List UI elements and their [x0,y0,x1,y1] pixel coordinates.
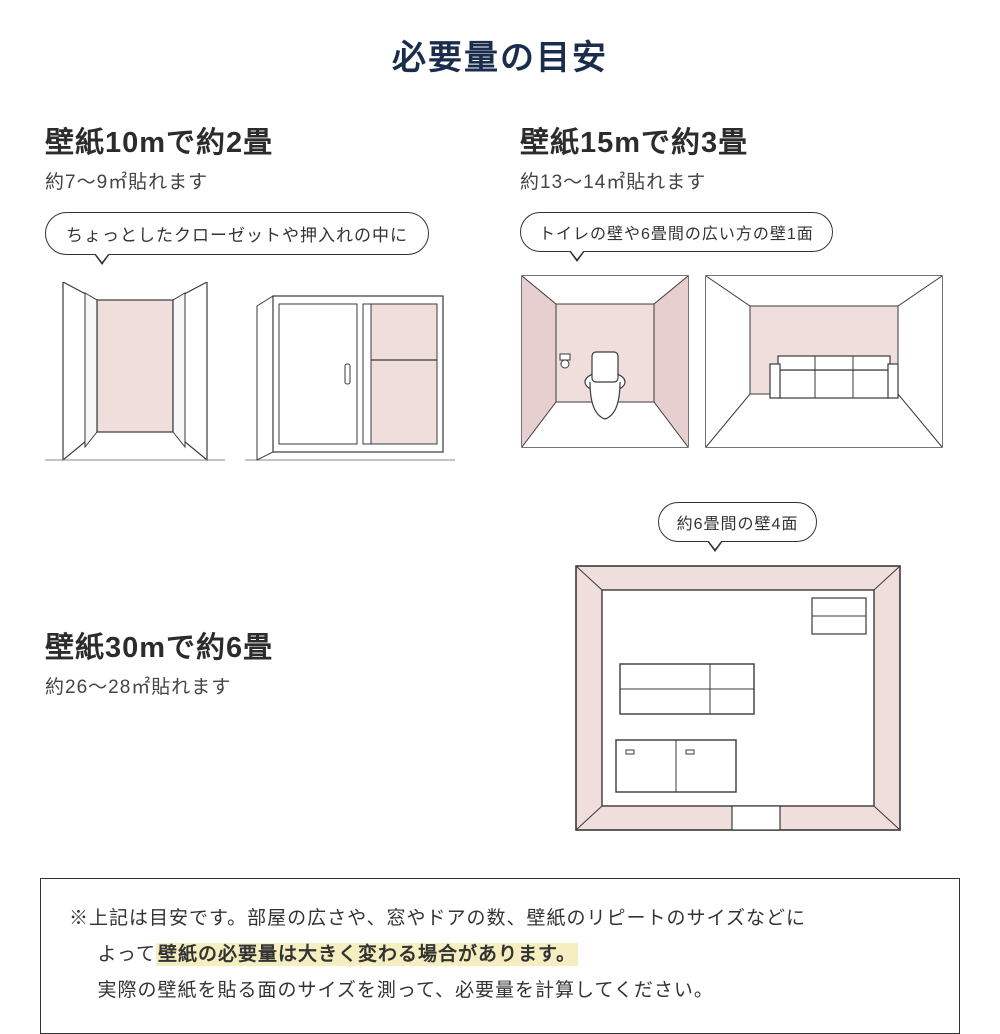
note-line-1: ※上記は目安です。部屋の広さや、窓やドアの数、壁紙のリピートのサイズなどに [69,901,931,937]
room-plan-icon [568,558,908,838]
card-heading: 壁紙30mで約6畳 [45,624,480,666]
card-sub: 約7～9㎡貼れます [45,167,480,194]
closet-sliding-icon [245,282,455,467]
speech-bubble: トイレの壁や6畳間の広い方の壁1面 [520,212,833,252]
card-sub: 約13～14㎡貼れます [520,167,955,194]
card-heading: 壁紙10mで約2畳 [45,119,480,161]
note-line-2: よって壁紙の必要量は大きく変わる場合があります。 [69,937,931,973]
note-box: ※上記は目安です。部屋の広さや、窓やドアの数、壁紙のリピートのサイズなどに よっ… [40,878,960,1034]
note-highlight: 壁紙の必要量は大きく変わる場合があります。 [156,943,578,966]
living-room-icon [704,274,944,449]
toilet-room-icon [520,274,690,449]
speech-bubble: 約6畳間の壁4面 [658,502,818,542]
card-heading: 壁紙15mで約3畳 [520,119,955,161]
card-sub: 約26～28㎡貼れます [45,672,480,699]
note-line-2-prefix: よって [98,944,156,965]
cards-grid: 壁紙10mで約2畳 約7～9㎡貼れます ちょっとしたクローゼットや押入れの中に [40,119,960,838]
note-line-3: 実際の壁紙を貼る面のサイズを測って、必要量を計算してください。 [69,973,931,1009]
illustration-row [45,277,480,467]
card-15m: 壁紙15mで約3畳 約13～14㎡貼れます トイレの壁や6畳間の広い方の壁1面 [520,119,955,467]
card-30m-illustration: 約6畳間の壁4面 [520,502,955,838]
page-title: 必要量の目安 [40,30,960,79]
illustration-row [520,274,955,449]
card-10m: 壁紙10mで約2畳 約7～9㎡貼れます ちょっとしたクローゼットや押入れの中に [45,119,480,467]
closet-open-icon [45,282,225,467]
speech-bubble: ちょっとしたクローゼットや押入れの中に [45,212,429,255]
card-30m: 壁紙30mで約6畳 約26～28㎡貼れます [45,624,480,717]
